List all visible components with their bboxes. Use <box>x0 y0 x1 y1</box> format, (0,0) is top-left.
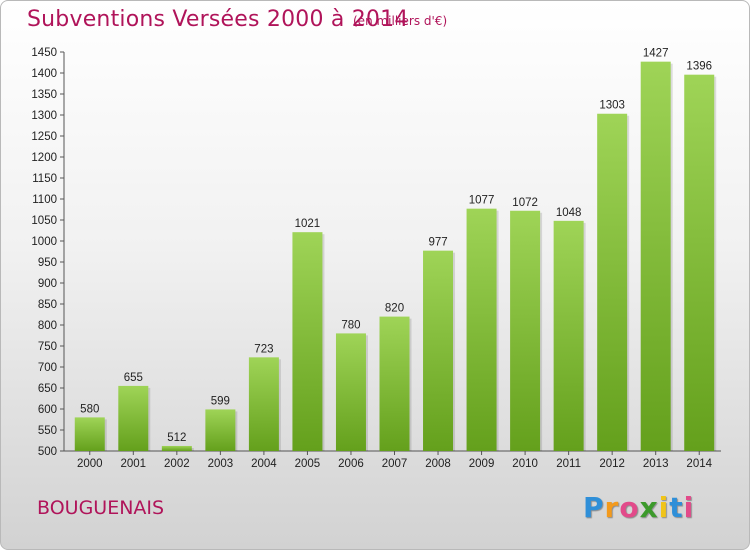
y-tick-label: 650 <box>38 383 57 395</box>
bar-value-label: 1072 <box>512 197 538 209</box>
y-tick-label: 1000 <box>31 236 57 248</box>
x-tick-label: 2007 <box>382 458 408 470</box>
chart-subtitle: (en milliers d'€) <box>353 14 448 28</box>
x-tick-label: 2000 <box>77 458 103 470</box>
y-tick-label: 1050 <box>31 215 57 227</box>
y-tick-label: 1250 <box>31 131 57 143</box>
x-tick-label: 2005 <box>295 458 321 470</box>
bar <box>248 357 279 451</box>
x-tick-label: 2012 <box>599 458 625 470</box>
bar-value-label: 820 <box>385 303 404 315</box>
y-tick-label: 1200 <box>31 152 57 164</box>
y-tick-label: 1100 <box>32 194 57 206</box>
bar <box>510 210 541 451</box>
logo-letter: t <box>669 491 684 524</box>
logo-letter: o <box>619 491 640 524</box>
logo-letter: r <box>604 491 620 524</box>
y-tick-label: 950 <box>38 257 57 269</box>
x-tick-label: 2002 <box>164 458 190 470</box>
y-tick-label: 850 <box>38 299 57 311</box>
bar-value-label: 1077 <box>469 195 495 207</box>
y-tick-label: 600 <box>38 404 57 416</box>
bar-value-label: 780 <box>341 319 360 331</box>
y-tick-label: 1300 <box>31 110 57 122</box>
y-tick-label: 1450 <box>31 47 57 59</box>
x-tick-label: 2008 <box>425 458 451 470</box>
bar <box>553 220 584 451</box>
x-tick-label: 2009 <box>469 458 495 470</box>
y-tick-label: 900 <box>38 278 57 290</box>
proxiti-logo: Proxiti <box>583 491 694 524</box>
bar <box>335 333 366 451</box>
logo-letter: x <box>639 491 659 524</box>
y-tick-label: 800 <box>38 320 57 332</box>
bar <box>379 316 410 451</box>
bar-value-label: 1427 <box>643 48 669 60</box>
y-tick-label: 1350 <box>31 89 57 101</box>
bar <box>161 445 192 451</box>
bar <box>423 250 454 451</box>
bar-value-label: 723 <box>254 343 273 355</box>
x-tick-label: 2004 <box>251 458 277 470</box>
bar <box>597 113 628 452</box>
bar <box>292 232 323 451</box>
commune-name: BOUGUENAIS <box>37 497 165 519</box>
bar-value-label: 512 <box>167 432 186 444</box>
bar <box>74 417 105 451</box>
x-tick-label: 2013 <box>643 458 669 470</box>
bar <box>684 74 715 452</box>
x-tick-label: 2010 <box>512 458 538 470</box>
y-tick-label: 1150 <box>32 173 57 185</box>
y-tick-label: 700 <box>38 362 57 374</box>
x-tick-label: 2003 <box>208 458 234 470</box>
y-tick-label: 550 <box>38 425 57 437</box>
bar-value-label: 599 <box>211 395 230 407</box>
bar <box>640 61 671 451</box>
bar-value-label: 1396 <box>686 61 712 73</box>
logo-letter: i <box>658 491 670 524</box>
bar-value-label: 1021 <box>295 218 321 230</box>
y-tick-label: 750 <box>38 341 57 353</box>
bar-value-label: 1048 <box>556 207 582 219</box>
y-tick-label: 500 <box>38 446 57 458</box>
bar <box>466 208 497 451</box>
chart-title: Subventions Versées 2000 à 2014 <box>27 7 409 32</box>
logo-letter: P <box>583 491 605 524</box>
bar-value-label: 977 <box>428 237 447 249</box>
bar <box>205 409 236 451</box>
bar-value-label: 1303 <box>599 100 625 112</box>
bar-value-label: 580 <box>80 403 99 415</box>
logo-letter: i <box>683 491 695 524</box>
x-tick-label: 2006 <box>338 458 364 470</box>
y-tick-label: 1400 <box>31 68 57 80</box>
bar <box>118 385 149 451</box>
x-tick-label: 2014 <box>686 458 712 470</box>
x-tick-label: 2001 <box>121 458 147 470</box>
x-tick-label: 2011 <box>556 458 581 470</box>
bar-value-label: 655 <box>124 372 143 384</box>
